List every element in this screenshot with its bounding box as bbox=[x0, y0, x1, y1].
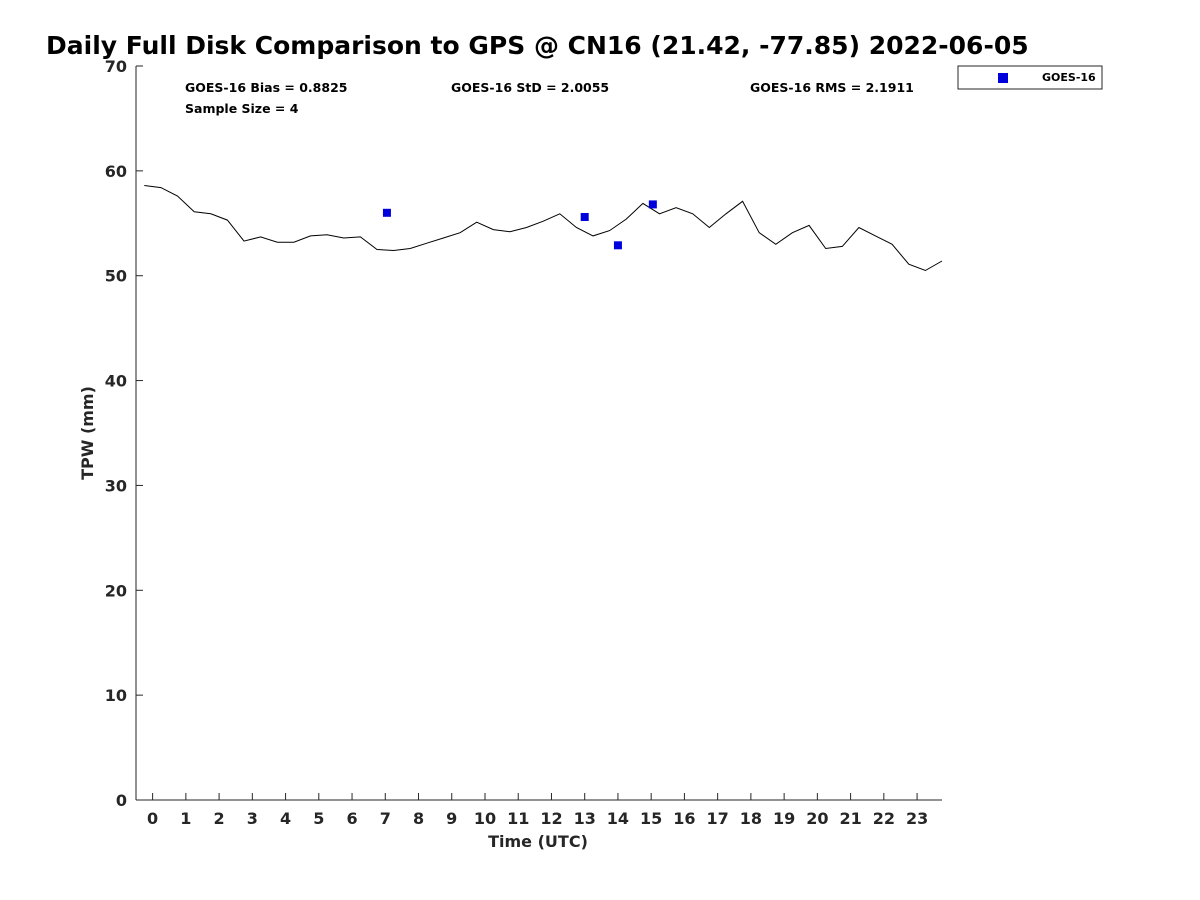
x-tick-label: 11 bbox=[507, 809, 529, 828]
x-ticks: 0 1 2 3 4 5 6 7 8 9 10 11 12 13 14 15 16 17 18 19 20 21 22 23 bbox=[147, 793, 928, 828]
y-ticks: 0 10 20 30 40 50 60 70 bbox=[105, 57, 143, 810]
axes bbox=[135, 66, 942, 801]
plot-area bbox=[144, 185, 943, 272]
chart-title: Daily Full Disk Comparison to GPS @ CN16… bbox=[46, 31, 1029, 60]
x-tick-label: 7 bbox=[380, 809, 391, 828]
x-tick-label: 20 bbox=[806, 809, 828, 828]
x-tick-label: 5 bbox=[313, 809, 324, 828]
legend-box bbox=[957, 65, 1103, 90]
x-tick-label: 19 bbox=[773, 809, 795, 828]
legend-marker bbox=[998, 73, 1008, 83]
x-tick-label: 23 bbox=[906, 809, 928, 828]
sample-size-stat: Sample Size = 4 bbox=[185, 101, 299, 116]
y-tick-label: 40 bbox=[105, 372, 127, 391]
x-tick-label: 12 bbox=[540, 809, 562, 828]
stats-annotations: GOES-16 Bias = 0.8825 GOES-16 StD = 2.00… bbox=[185, 80, 914, 116]
gps-tpw-line bbox=[144, 185, 943, 272]
bias-stat: GOES-16 Bias = 0.8825 bbox=[185, 80, 347, 95]
x-tick-label: 10 bbox=[474, 809, 496, 828]
goes16-point bbox=[382, 208, 391, 217]
x-tick-label: 0 bbox=[147, 809, 158, 828]
y-tick-label: 70 bbox=[105, 57, 127, 76]
x-tick-label: 14 bbox=[607, 809, 629, 828]
y-tick-label: 20 bbox=[105, 581, 127, 600]
x-tick-label: 2 bbox=[214, 809, 225, 828]
y-tick-label: 10 bbox=[105, 686, 127, 705]
x-tick-label: 18 bbox=[740, 809, 762, 828]
goes16-point bbox=[648, 200, 657, 209]
legend: GOES-16 bbox=[957, 65, 1103, 90]
x-tick-label: 8 bbox=[413, 809, 424, 828]
y-tick-label: 0 bbox=[116, 791, 127, 810]
x-tick-label: 13 bbox=[574, 809, 596, 828]
std-stat: GOES-16 StD = 2.0055 bbox=[451, 80, 609, 95]
x-tick-label: 9 bbox=[446, 809, 457, 828]
x-tick-label: 3 bbox=[247, 809, 258, 828]
y-tick-label: 30 bbox=[105, 476, 127, 495]
x-tick-label: 21 bbox=[839, 809, 861, 828]
x-tick-label: 17 bbox=[707, 809, 729, 828]
x-axis-label: Time (UTC) bbox=[488, 832, 588, 851]
y-axis-label: TPW (mm) bbox=[78, 386, 97, 480]
legend-label: GOES-16 bbox=[1042, 71, 1096, 84]
x-tick-label: 4 bbox=[280, 809, 291, 828]
rms-stat: GOES-16 RMS = 2.1911 bbox=[750, 80, 914, 95]
x-tick-label: 1 bbox=[180, 809, 191, 828]
y-tick-label: 50 bbox=[105, 267, 127, 286]
x-tick-label: 16 bbox=[673, 809, 695, 828]
x-tick-label: 22 bbox=[873, 809, 895, 828]
goes16-point bbox=[580, 212, 589, 221]
goes16-point bbox=[613, 241, 622, 250]
x-tick-label: 6 bbox=[346, 809, 357, 828]
y-tick-label: 60 bbox=[105, 162, 127, 181]
x-tick-label: 15 bbox=[640, 809, 662, 828]
